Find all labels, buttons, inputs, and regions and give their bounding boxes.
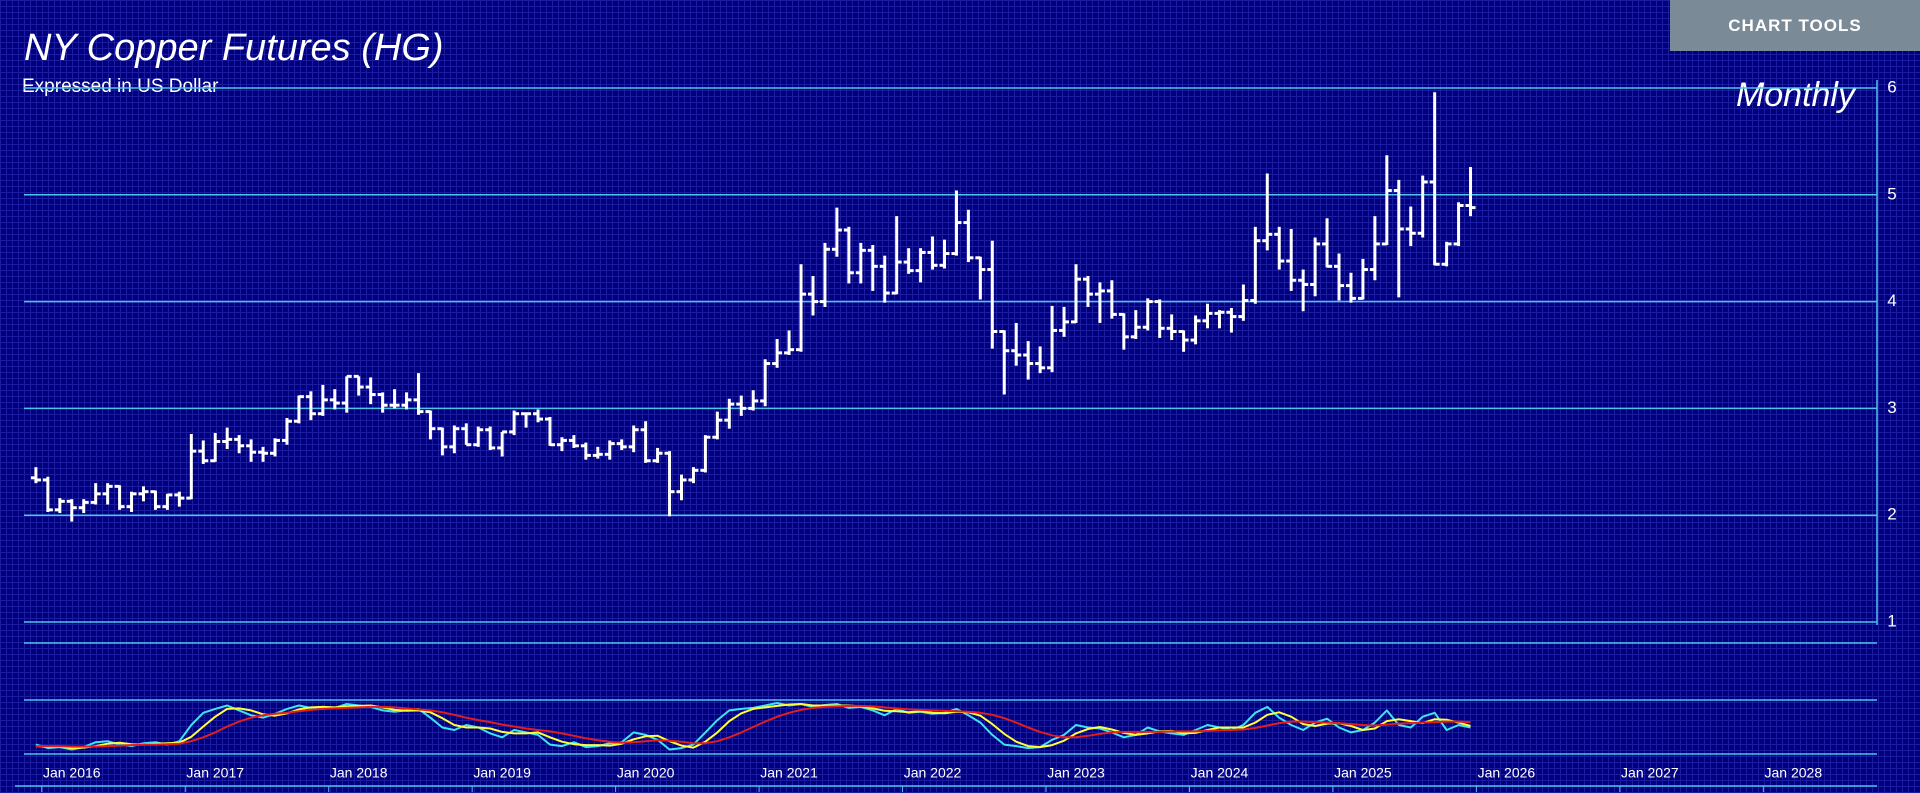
x-tick-label: Jan 2025 <box>1334 765 1392 781</box>
x-tick-label: Jan 2028 <box>1765 765 1823 781</box>
y-tick-label: 2 <box>1887 505 1896 524</box>
y-tick-label: 5 <box>1887 184 1896 203</box>
chart-title: NY Copper Futures (HG) <box>24 27 444 69</box>
x-tick-label: Jan 2017 <box>186 765 244 781</box>
x-tick-label: Jan 2021 <box>760 765 818 781</box>
indicator-line <box>35 703 1471 750</box>
y-tick-label: 3 <box>1887 398 1896 417</box>
indicator-line <box>35 704 1471 748</box>
x-tick-label: Jan 2016 <box>43 765 101 781</box>
x-tick-label: Jan 2024 <box>1191 765 1249 781</box>
y-tick-label: 6 <box>1887 77 1896 96</box>
interval-label: Monthly <box>1736 76 1857 114</box>
chart-tools-button[interactable]: CHART TOOLS <box>1670 0 1920 51</box>
y-tick-label: 4 <box>1887 291 1896 310</box>
x-tick-label: Jan 2020 <box>617 765 675 781</box>
x-tick-label: Jan 2018 <box>330 765 388 781</box>
chart-subtitle: Expressed in US Dollar <box>22 76 219 97</box>
y-tick-label: 1 <box>1887 611 1896 630</box>
x-tick-label: Jan 2026 <box>1478 765 1536 781</box>
x-tick-label: Jan 2027 <box>1621 765 1679 781</box>
x-tick-label: Jan 2023 <box>1047 765 1105 781</box>
x-tick-label: Jan 2019 <box>473 765 531 781</box>
x-tick-label: Jan 2022 <box>904 765 962 781</box>
